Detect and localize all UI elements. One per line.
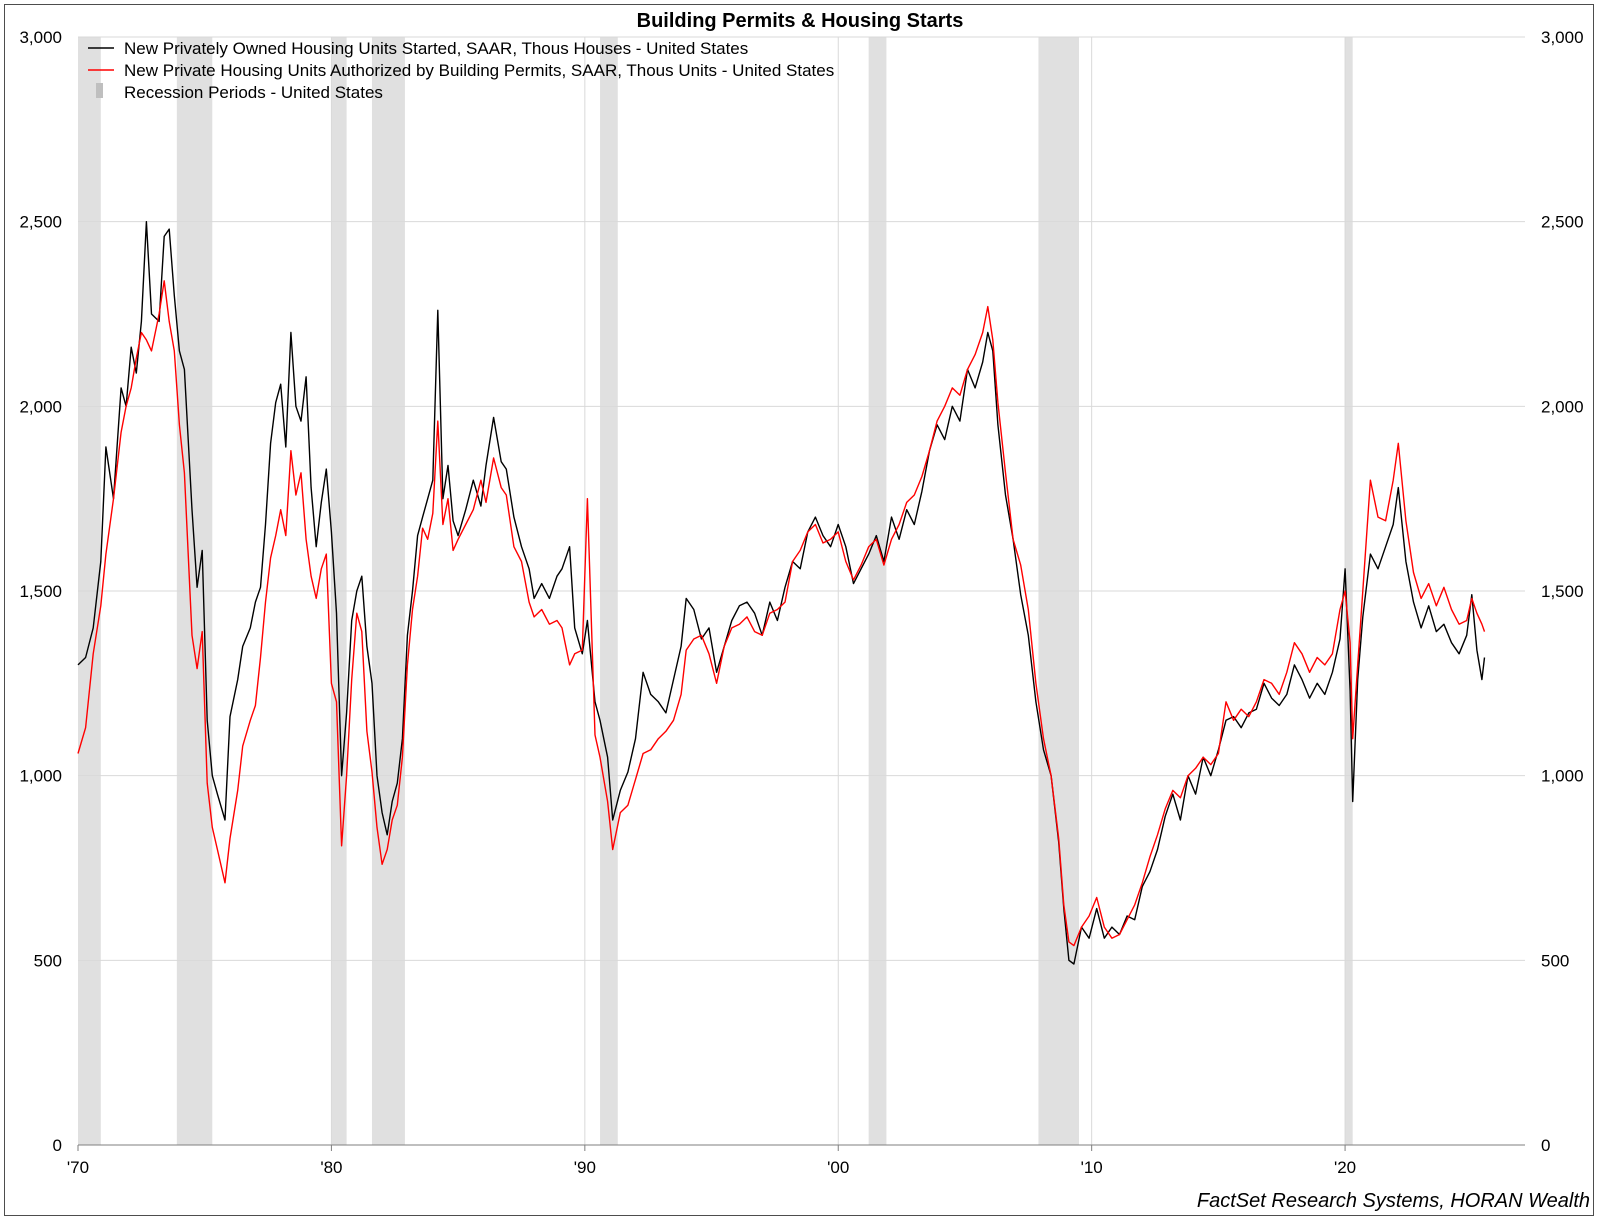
y-tick-label-left-3: 1,500 xyxy=(19,582,62,601)
x-tick-label-1: '80 xyxy=(320,1158,342,1177)
legend-label-starts: New Privately Owned Housing Units Starte… xyxy=(124,39,748,58)
y-tick-label-left-1: 500 xyxy=(34,951,62,970)
x-tick-label-2: '90 xyxy=(574,1158,596,1177)
chart-frame xyxy=(4,4,1594,1216)
x-tick-label-3: '00 xyxy=(827,1158,849,1177)
legend-swatch-recession xyxy=(96,83,103,98)
y-tick-label-left-6: 3,000 xyxy=(19,28,62,47)
y-tick-label-right-6: 3,000 xyxy=(1541,28,1584,47)
y-tick-label-right-5: 2,500 xyxy=(1541,213,1584,232)
legend-label-permits: New Private Housing Units Authorized by … xyxy=(124,61,834,80)
series-line-0 xyxy=(77,221,1486,965)
chart-title: Building Permits & Housing Starts xyxy=(637,10,964,32)
series-lines xyxy=(77,221,1486,965)
y-tick-label-left-4: 2,000 xyxy=(19,397,62,416)
x-tick-label-5: '20 xyxy=(1334,1158,1356,1177)
x-tick-label-4: '10 xyxy=(1081,1158,1103,1177)
y-tick-label-right-2: 1,000 xyxy=(1541,767,1584,786)
y-tick-label-right-1: 500 xyxy=(1541,951,1569,970)
y-tick-label-right-3: 1,500 xyxy=(1541,582,1584,601)
gridlines xyxy=(78,36,1525,1145)
y-tick-label-left-5: 2,500 xyxy=(19,213,62,232)
series-line-1 xyxy=(77,280,1486,947)
y-tick-label-right-4: 2,000 xyxy=(1541,397,1584,416)
y-tick-label-right-0: 0 xyxy=(1541,1136,1550,1155)
source-note: FactSet Research Systems, HORAN Wealth xyxy=(1197,1190,1590,1212)
x-tick-label-0: '70 xyxy=(67,1158,89,1177)
legend: New Privately Owned Housing Units Starte… xyxy=(88,39,834,102)
y-tick-label-left-2: 1,000 xyxy=(19,767,62,786)
legend-label-recession: Recession Periods - United States xyxy=(124,83,383,102)
tick-labels: 0 500 1,000 1,500 2,000 2,500 3,000 0 500 1,000 1,… xyxy=(19,28,1583,1177)
y-tick-label-left-0: 0 xyxy=(53,1136,62,1155)
